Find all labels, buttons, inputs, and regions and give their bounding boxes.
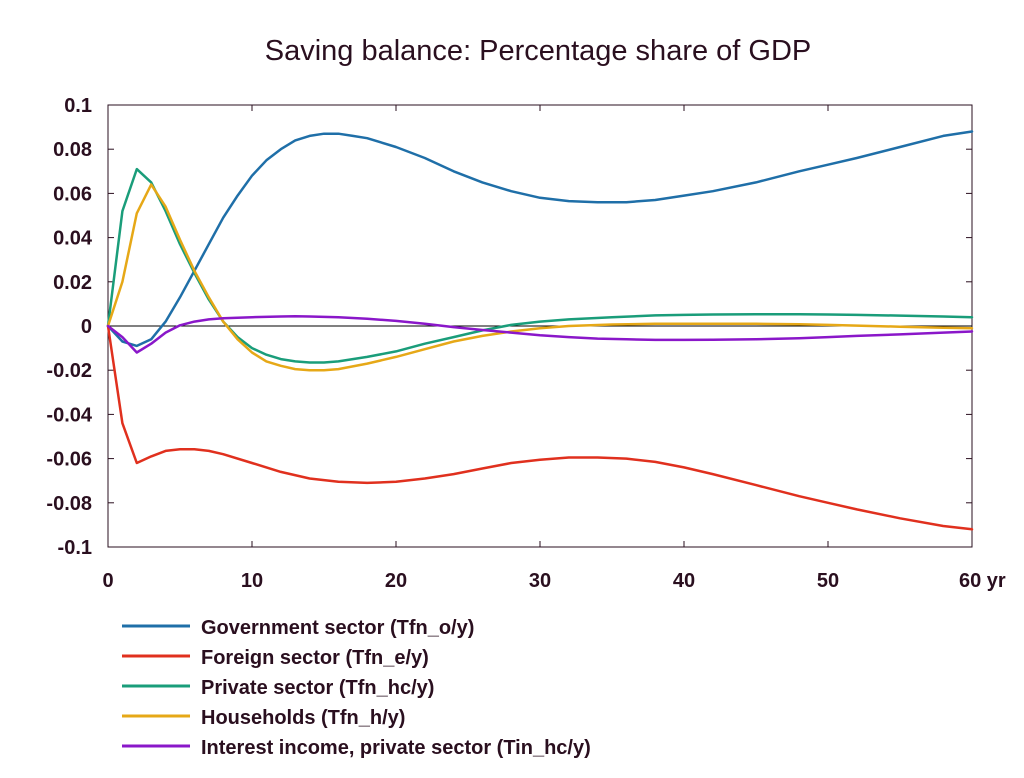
series-line-0	[106, 130, 974, 348]
x-tick-label: 10	[241, 570, 263, 592]
series-lines	[106, 130, 974, 531]
y-tick-label: 0.08	[53, 139, 92, 161]
x-tick-label: 20	[385, 570, 407, 592]
x-tick-label: 60 yr	[959, 570, 1006, 592]
x-tick-label: 50	[817, 570, 839, 592]
legend-label: Households (Tfn_h/y)	[201, 707, 405, 729]
chart-title: Saving balance: Percentage share of GDP	[265, 35, 812, 67]
y-axis-tick-labels: 0.1 0.08 0.06 0.04 0.02 0 -0.02 -0.04 -0.06 -0.08…	[46, 95, 92, 559]
y-tick-label: 0.04	[53, 228, 93, 250]
y-tick-label: 0	[81, 316, 92, 338]
y-tick-label: 0.1	[64, 95, 92, 117]
x-axis-tick-labels: 0 10 20 30 40 50 60 yr	[102, 570, 1005, 592]
series-line-3	[106, 183, 974, 372]
y-tick-label: -0.1	[58, 537, 92, 559]
x-tick-label: 0	[102, 570, 113, 592]
y-tick-label: -0.08	[46, 493, 92, 515]
legend: Government sector (Tfn_o/y) Foreign secto…	[122, 617, 591, 759]
y-tick-label: -0.04	[46, 404, 92, 426]
y-tick-label: -0.06	[46, 449, 92, 471]
legend-label: Government sector (Tfn_o/y)	[201, 617, 474, 639]
x-tick-label: 40	[673, 570, 695, 592]
y-tick-label: 0.06	[53, 183, 92, 205]
y-tick-label: 0.02	[53, 272, 92, 294]
series-line-1	[106, 324, 974, 531]
y-tick-label: -0.02	[46, 360, 92, 382]
x-tick-label: 30	[529, 570, 551, 592]
legend-label: Foreign sector (Tfn_e/y)	[201, 647, 429, 669]
legend-label: Interest income, private sector (Tin_hc/…	[201, 737, 591, 759]
legend-label: Private sector (Tfn_hc/y)	[201, 677, 434, 699]
series-line-4	[106, 315, 974, 354]
